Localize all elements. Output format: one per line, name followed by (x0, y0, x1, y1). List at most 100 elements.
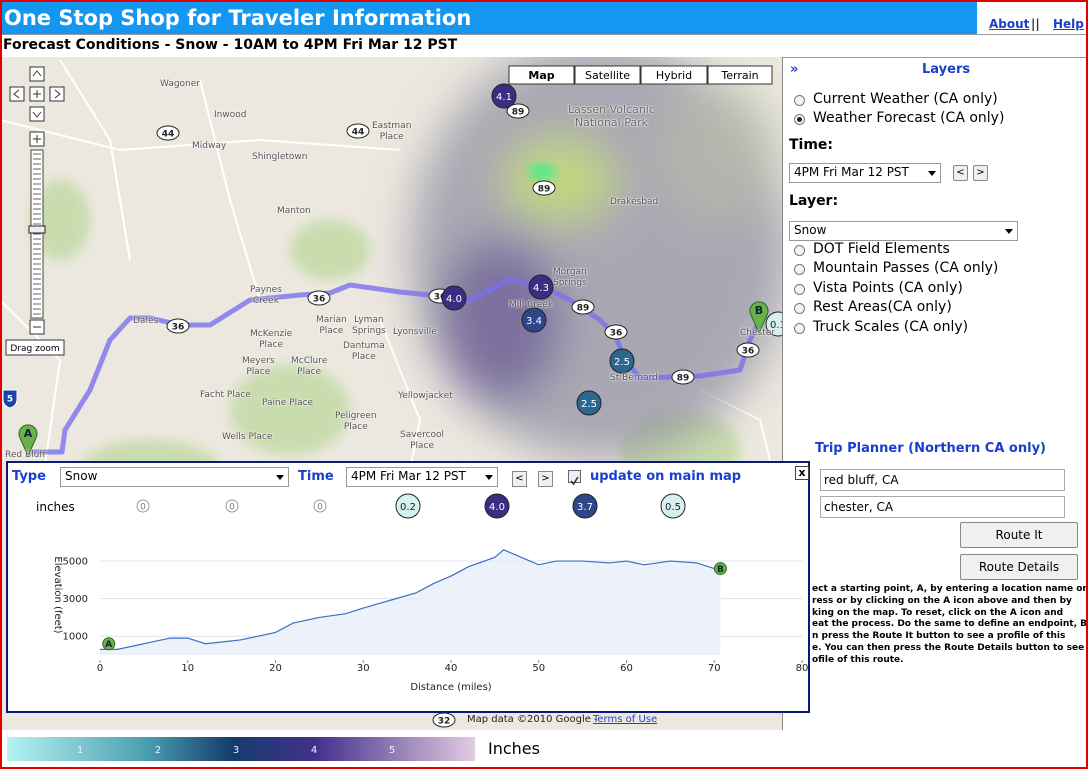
snow-value: 3.7 (577, 502, 593, 513)
map-type-button[interactable] (574, 65, 641, 85)
legend-tick: 2 (155, 745, 161, 756)
map-type-label[interactable]: Satellite (585, 69, 630, 82)
radio[interactable] (794, 245, 805, 256)
x-tick-label: 30 (357, 663, 370, 674)
snow-marker (576, 390, 602, 416)
button[interactable]: Route Details (960, 554, 1078, 580)
x-tick-label: 0 (97, 663, 103, 674)
park-area (230, 365, 350, 455)
zoom-button[interactable] (9, 86, 25, 102)
snow-marker (441, 285, 467, 311)
text-input[interactable]: chester, CA (820, 496, 1065, 518)
shield-number: 36 (313, 295, 326, 305)
layer-option: Mountain Passes (CA only) (813, 260, 999, 276)
place-label: Lassen Volcanic National Park (568, 103, 655, 129)
snow-value: 0 (229, 503, 235, 513)
zoom-icon (32, 70, 42, 77)
shield-number: 36 (172, 323, 185, 333)
select[interactable]: Snow (60, 467, 289, 487)
select-arrow (276, 475, 284, 480)
select[interactable]: Snow (789, 221, 1018, 241)
select-value[interactable]: Snow (65, 469, 98, 483)
place-label: Midway (192, 141, 227, 151)
snow-value-marker (136, 499, 150, 513)
park-area (30, 180, 90, 260)
help-text: eat the process. Do the same to define a… (812, 619, 1088, 630)
zoom-icon (54, 89, 61, 99)
zoom-handle (28, 225, 46, 234)
snow-value: 4.0 (489, 502, 505, 513)
zoom-button[interactable] (49, 86, 65, 102)
map-type-button[interactable] (707, 65, 773, 85)
shield-number: 89 (538, 185, 551, 195)
panel-divider (782, 57, 783, 730)
radio[interactable] (794, 303, 805, 314)
header-title: One Stop Shop for Traveler Information (4, 6, 472, 30)
select[interactable]: 4PM Fri Mar 12 PST (789, 163, 941, 183)
place-label: Dales (133, 316, 159, 326)
text-input[interactable]: red bluff, CA (820, 469, 1065, 491)
button[interactable]: > (973, 165, 988, 181)
snow-marker (521, 307, 547, 333)
update-label: update on main map (590, 469, 742, 484)
radio[interactable] (794, 95, 805, 106)
button[interactable]: < (953, 165, 968, 181)
radio[interactable] (794, 284, 805, 295)
road (59, 59, 131, 261)
route-pin (749, 301, 769, 335)
select-arrow (928, 171, 936, 176)
place-label: Eastman Place (372, 121, 412, 142)
panel-toggle[interactable]: » (790, 62, 799, 77)
shield-number: 36 (610, 329, 623, 339)
route-pin-label: B (755, 304, 763, 317)
checkbox[interactable] (568, 470, 581, 486)
select[interactable]: 4PM Fri Mar 12 PST (346, 467, 498, 487)
trip-title: Trip Planner (Northern CA only) (815, 441, 1046, 456)
input-value[interactable]: chester, CA (824, 500, 894, 514)
prev-button[interactable]: < (512, 471, 527, 487)
header-link[interactable]: About (989, 17, 1030, 31)
place-label: Red Bluff (5, 450, 46, 460)
radio[interactable] (794, 323, 805, 334)
select-value[interactable]: 4PM Fri Mar 12 PST (794, 165, 909, 179)
header-link[interactable]: Help (1053, 17, 1084, 31)
zoom-button[interactable] (29, 106, 45, 122)
map-type-button[interactable] (508, 65, 575, 85)
place-label: Wells Place (222, 432, 273, 442)
zoom-button[interactable] (29, 66, 45, 82)
select-value[interactable]: 4PM Fri Mar 12 PST (351, 469, 466, 483)
route-pin-label: A (24, 427, 33, 440)
map-type-label[interactable]: Hybrid (656, 69, 692, 82)
place-label: McClure Place (291, 356, 328, 377)
x-tick-label: 50 (532, 663, 545, 674)
button[interactable]: Route It (960, 522, 1078, 548)
zoom-icon (32, 111, 42, 118)
time-label: Time: (789, 137, 834, 153)
type-label: Type (12, 469, 46, 484)
snow-value: 0.2 (400, 502, 416, 513)
map-type-label[interactable]: Terrain (720, 69, 758, 82)
select-value[interactable]: Snow (794, 223, 827, 237)
y-tick-label: 3000 (63, 594, 88, 605)
map-type-label[interactable]: Map (528, 69, 554, 82)
zoom-icon (33, 135, 41, 143)
route-shield (166, 318, 190, 334)
select-arrow (485, 475, 493, 480)
place-label: Yellowjacket (398, 391, 453, 401)
zoom-icon (13, 89, 20, 99)
close-button[interactable]: x (795, 466, 809, 480)
route-shield (156, 125, 180, 141)
radio[interactable] (794, 264, 805, 275)
map-type-button[interactable] (640, 65, 708, 85)
snow-value: 2.5 (581, 399, 597, 410)
place-label: Paine Place (262, 398, 314, 408)
input-value[interactable]: red bluff, CA (824, 473, 899, 487)
radio[interactable] (794, 114, 805, 125)
snow-value: 0.1 (770, 320, 782, 331)
legend-unit: Inches (488, 739, 540, 758)
route-pin (18, 424, 38, 458)
next-button[interactable]: > (538, 471, 553, 487)
place-label: Manton (277, 206, 311, 216)
snow-value-marker (395, 493, 421, 519)
